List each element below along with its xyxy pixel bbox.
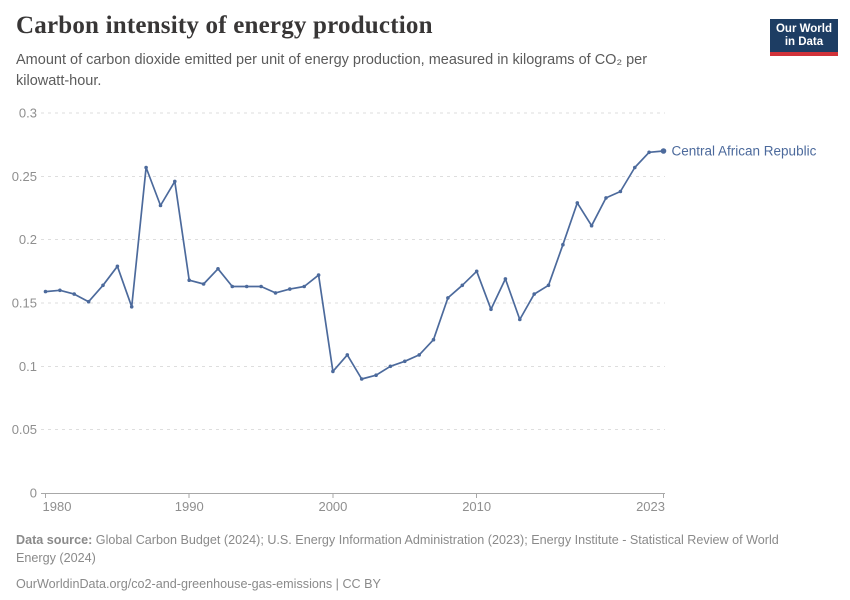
data-point-marker[interactable] bbox=[374, 373, 378, 378]
data-point-marker[interactable] bbox=[546, 283, 551, 288]
data-point-marker[interactable] bbox=[403, 359, 407, 364]
data-point-marker[interactable] bbox=[503, 277, 508, 281]
data-point-marker[interactable] bbox=[187, 278, 191, 283]
chart-subtitle: Amount of carbon dioxide emitted per uni… bbox=[16, 52, 648, 89]
series-entity-label[interactable]: Central African Republic bbox=[672, 144, 817, 159]
footer-links: OurWorldinData.org/co2-and-greenhouse-ga… bbox=[16, 575, 808, 593]
data-point-marker[interactable] bbox=[345, 353, 350, 357]
data-point-marker[interactable] bbox=[359, 377, 364, 381]
data-point-marker[interactable] bbox=[316, 273, 321, 277]
y-axis-tick-label: 0.1 bbox=[19, 359, 37, 374]
y-axis-tick-label: 0 bbox=[30, 486, 37, 501]
data-point-marker[interactable] bbox=[302, 284, 307, 289]
data-point-marker[interactable] bbox=[173, 179, 177, 184]
series-line[interactable] bbox=[44, 150, 665, 380]
owid-logo[interactable]: Our World in Data bbox=[769, 19, 838, 56]
data-source-line: Data source: Global Carbon Budget (2024)… bbox=[16, 531, 808, 567]
x-axis-tick-label: 2000 bbox=[318, 499, 347, 514]
data-point-marker[interactable] bbox=[43, 289, 48, 294]
data-point-marker[interactable] bbox=[489, 307, 493, 312]
data-point-marker[interactable] bbox=[244, 284, 249, 289]
x-axis-tick-label: 2023 bbox=[636, 499, 665, 514]
page-title: Carbon intensity of energy production bbox=[16, 12, 433, 39]
chart-footer: Data source: Global Carbon Budget (2024)… bbox=[16, 531, 808, 593]
data-point-marker[interactable] bbox=[144, 165, 148, 170]
data-point-marker[interactable] bbox=[288, 287, 292, 291]
data-point-marker[interactable] bbox=[259, 284, 263, 289]
data-point-marker[interactable] bbox=[647, 150, 651, 155]
data-point-marker[interactable] bbox=[201, 282, 206, 286]
y-axis-tick-label: 0.15 bbox=[12, 296, 37, 311]
data-point-marker[interactable] bbox=[273, 291, 278, 295]
data-point-marker[interactable] bbox=[86, 299, 91, 304]
data-point-marker[interactable] bbox=[460, 283, 465, 288]
data-point-marker[interactable] bbox=[72, 292, 76, 296]
data-point-marker[interactable] bbox=[474, 269, 479, 274]
data-point-marker[interactable] bbox=[101, 283, 105, 288]
y-axis-tick-label: 0.05 bbox=[12, 422, 37, 437]
data-point-marker[interactable] bbox=[388, 364, 393, 369]
data-source-label: Data source: bbox=[16, 533, 93, 547]
y-axis-tick-label: 0.2 bbox=[19, 232, 37, 247]
data-point-marker[interactable] bbox=[417, 353, 422, 357]
data-point-marker[interactable] bbox=[575, 201, 580, 205]
x-axis-tick-label: 2010 bbox=[462, 499, 491, 514]
data-point-marker[interactable] bbox=[618, 189, 623, 194]
owid-logo-line2: in Data bbox=[784, 36, 824, 48]
data-point-marker[interactable] bbox=[158, 203, 163, 208]
x-axis-tick-label: 1980 bbox=[43, 499, 72, 514]
owid-logo-line1: Our World bbox=[775, 23, 832, 35]
data-point-marker[interactable] bbox=[532, 292, 536, 296]
data-point-marker[interactable] bbox=[216, 267, 220, 271]
data-point-marker[interactable] bbox=[561, 242, 565, 247]
data-point-marker[interactable] bbox=[633, 165, 637, 170]
data-point-marker[interactable] bbox=[431, 337, 436, 342]
data-point-marker[interactable] bbox=[446, 296, 450, 300]
data-point-marker[interactable] bbox=[115, 264, 120, 269]
series-end-dot[interactable] bbox=[660, 148, 667, 154]
canonical-url-link[interactable]: OurWorldinData.org/co2-and-greenhouse-ga… bbox=[16, 577, 333, 591]
data-point-marker[interactable] bbox=[604, 196, 608, 200]
data-point-marker[interactable] bbox=[589, 223, 594, 228]
license-link[interactable]: CC BY bbox=[342, 577, 381, 591]
data-point-marker[interactable] bbox=[58, 288, 62, 293]
y-axis-tick-label: 0.25 bbox=[12, 169, 37, 184]
y-axis-tick-label: 0.3 bbox=[19, 106, 37, 121]
data-point-marker[interactable] bbox=[129, 305, 134, 309]
data-source-text: Global Carbon Budget (2024); U.S. Energy… bbox=[16, 533, 779, 565]
x-axis-tick-label: 1990 bbox=[175, 499, 204, 514]
data-point-marker[interactable] bbox=[518, 317, 522, 322]
footer-separator: | bbox=[332, 577, 343, 591]
data-point-marker[interactable] bbox=[230, 284, 235, 289]
data-point-marker[interactable] bbox=[331, 369, 335, 374]
